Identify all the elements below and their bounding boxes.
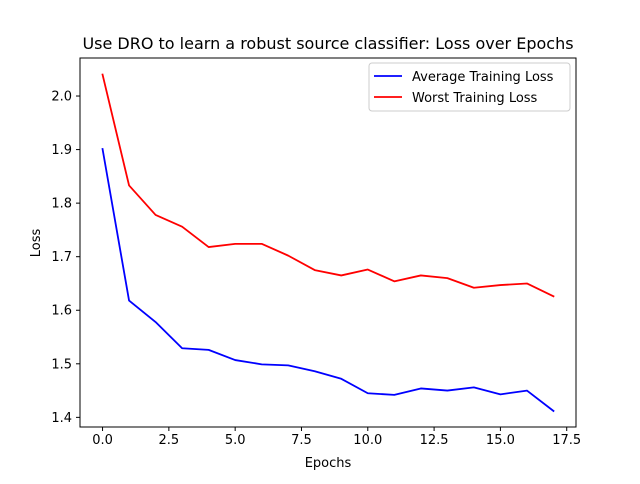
y-tick-label: 1.6 xyxy=(51,304,72,319)
x-tick-label: 15.0 xyxy=(486,433,515,448)
y-tick-label: 1.5 xyxy=(51,357,72,372)
x-tick-label: 12.5 xyxy=(420,433,449,448)
y-tick-label: 1.8 xyxy=(51,197,72,212)
series-line-average-training-loss xyxy=(101,147,555,413)
x-axis-ticks: 0.0 2.5 5.0 7.5 10.0 12.5 15.0 17.5 xyxy=(92,427,581,448)
x-tick-label: 0.0 xyxy=(92,433,113,448)
legend: Average Training Loss Worst Training Los… xyxy=(368,62,571,112)
y-tick-label: 2.0 xyxy=(51,90,72,105)
x-tick-label: 7.5 xyxy=(291,433,312,448)
x-tick-label: 2.5 xyxy=(159,433,180,448)
x-tick-label: 5.0 xyxy=(225,433,246,448)
x-tick-label: 17.5 xyxy=(552,433,581,448)
x-axis-label: Epochs xyxy=(305,456,352,471)
y-tick-label: 1.7 xyxy=(51,250,72,265)
plot-area-frame xyxy=(79,57,577,428)
y-tick-label: 1.4 xyxy=(51,411,72,426)
y-tick-label: 1.9 xyxy=(51,143,72,158)
legend-label-worst-training-loss: Worst Training Loss xyxy=(412,91,538,106)
legend-label-average-training-loss: Average Training Loss xyxy=(412,70,554,85)
legend-box xyxy=(368,62,571,112)
series-lines xyxy=(101,73,555,413)
y-axis-label: Loss xyxy=(29,229,44,258)
series-line-worst-training-loss xyxy=(101,73,555,298)
x-tick-label: 10.0 xyxy=(353,433,382,448)
y-axis-ticks: 1.4 1.5 1.6 1.7 1.8 1.9 2.0 xyxy=(51,90,80,426)
chart-title: Use DRO to learn a robust source classif… xyxy=(82,34,573,53)
